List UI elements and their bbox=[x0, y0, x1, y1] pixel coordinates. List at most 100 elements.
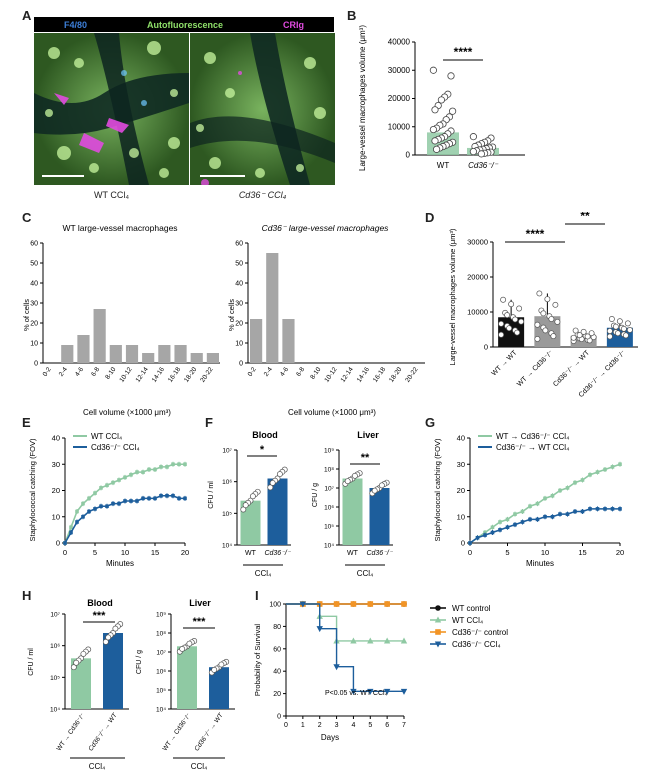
chart-c-right-ylabel: % of cells bbox=[227, 299, 236, 331]
chart-d-point bbox=[542, 327, 549, 334]
chart-d-point bbox=[616, 318, 623, 325]
chart-e-xtick-label: 10 bbox=[121, 548, 129, 557]
chart-h-liver-point bbox=[211, 666, 218, 673]
chart-g-xtick-label: 0 bbox=[468, 548, 472, 557]
chart-h-blood-ytick-label: 10⁶ bbox=[50, 643, 60, 650]
chart-d-point bbox=[512, 316, 519, 323]
chart-d-ylabel: Large-vessel macrophages volume (μm³) bbox=[448, 228, 457, 365]
micrograph-cd36 bbox=[190, 33, 335, 185]
chart-f-blood-ytick-label: 10⁷ bbox=[222, 448, 232, 455]
chart-h: Blood Liver CFU / ml CFU / g 10⁴ 10⁵ 10⁶ 10… bbox=[28, 598, 235, 771]
chart-g-point bbox=[565, 486, 570, 490]
chart-h-blood-ylabel: CFU / ml bbox=[28, 648, 35, 676]
chart-c-left-xtick-label: 6-8 bbox=[90, 366, 101, 378]
chart-d-sig1: **** bbox=[526, 227, 545, 241]
chart-c-right-ytick-label: 50 bbox=[235, 261, 243, 268]
chart-g-point bbox=[543, 496, 547, 501]
chart-e-xtick-label: 15 bbox=[151, 548, 159, 557]
micrograph-cd36-image bbox=[190, 33, 335, 185]
chart-e-point bbox=[63, 541, 67, 545]
chart-d-point bbox=[576, 332, 583, 339]
chart-d-xtick-label: WT → WT bbox=[491, 349, 519, 377]
chart-f-liver-xtick-label: Cd36⁻/⁻ bbox=[366, 550, 393, 557]
chart-h-liver-sig: *** bbox=[193, 616, 207, 628]
chart-d-point bbox=[614, 330, 621, 337]
chart-b-point bbox=[429, 125, 438, 134]
chart-d-point bbox=[612, 323, 619, 330]
chart-i-note: P<0.05 vs. WT CCl₄ bbox=[325, 690, 388, 697]
chart-c-left-xtick-label: 2-4 bbox=[58, 366, 69, 378]
chart-c-right-ytick-label: 40 bbox=[235, 281, 243, 288]
chart-e-point bbox=[117, 501, 121, 506]
chart-c-right-xtick-label: 12-14 bbox=[340, 366, 355, 384]
chart-e-point bbox=[75, 520, 79, 524]
chart-f-blood-bar bbox=[240, 500, 261, 545]
chart-d-sig2: ** bbox=[580, 212, 590, 223]
chart-d-point bbox=[498, 331, 505, 338]
chart-g-point bbox=[580, 478, 585, 482]
chart-d-point bbox=[620, 325, 627, 332]
chart-i: Probability of Survival 0 20 40 60 80 100 0 1 2 3… bbox=[253, 600, 508, 742]
chart-d-point bbox=[606, 328, 613, 334]
chart-h-liver-point bbox=[179, 646, 186, 652]
chart-e: Staphylococcal catching (FOV) 0102030400… bbox=[28, 432, 189, 568]
chart-h-blood-point bbox=[105, 634, 112, 641]
chart-c-left-xtick-label: 0-2 bbox=[42, 366, 53, 378]
chart-i-series-line bbox=[286, 603, 404, 693]
chart-f-blood-ytick-label: 10⁶ bbox=[222, 479, 232, 486]
chart-i-xtick-label: 6 bbox=[385, 722, 389, 729]
chart-h-blood-point bbox=[102, 638, 109, 645]
chart-g-point bbox=[505, 517, 510, 522]
chart-g-point bbox=[475, 535, 480, 540]
chart-b-ytick-label: 20000 bbox=[388, 94, 411, 103]
chart-d-xtick-label: Cd36⁻/⁻ → WT bbox=[552, 349, 591, 388]
chart-c-right: Cd36⁻ large-vessel macrophages % of cell… bbox=[227, 223, 425, 417]
chart-i-point bbox=[434, 641, 442, 648]
chart-c-right-ytick-label: 20 bbox=[235, 321, 243, 328]
chart-c-left-bar bbox=[125, 345, 139, 363]
chart-c-right-ytick-label: 30 bbox=[235, 301, 243, 308]
chart-e-ytick-label: 0 bbox=[56, 539, 60, 548]
chart-c-right-bar bbox=[266, 253, 279, 363]
chart-f-liver-ytick-label: 10⁴ bbox=[324, 543, 334, 550]
chart-c-left-xtick-label: 8-10 bbox=[104, 366, 117, 381]
chart-c-left-bar bbox=[77, 335, 90, 363]
chart-f-liver-ytick-label: 10⁷ bbox=[324, 486, 334, 493]
chart-d-point bbox=[584, 333, 591, 340]
chart-f-liver-ytick-label: 10⁵ bbox=[324, 524, 334, 531]
chart-e-point bbox=[165, 493, 169, 498]
chart-e-point bbox=[171, 493, 175, 498]
panel-label-d: D bbox=[425, 210, 435, 225]
chart-g-point bbox=[603, 467, 607, 472]
chart-c-right-ytick-label: 10 bbox=[235, 341, 243, 348]
chart-e-point bbox=[153, 467, 157, 472]
chart-e-point bbox=[87, 509, 91, 514]
chart-b-point bbox=[437, 96, 446, 104]
chart-h-blood-point bbox=[73, 659, 80, 666]
chart-g-xtick-label: 5 bbox=[505, 548, 509, 557]
chart-e-point bbox=[123, 499, 127, 503]
chart-i-point bbox=[350, 637, 357, 644]
chart-g-ytick-label: 0 bbox=[461, 539, 465, 548]
chart-i-point bbox=[350, 601, 357, 607]
chart-f-blood-point bbox=[240, 506, 247, 513]
chart-g-point bbox=[498, 528, 502, 532]
chart-f-liver-point bbox=[344, 478, 351, 485]
chart-b-ytick-label: 10000 bbox=[388, 122, 411, 131]
chart-c-left-bar bbox=[109, 345, 122, 363]
chart-d: Large-vessel macrophages volume (μm³) 0 1… bbox=[448, 212, 638, 399]
chart-g-point bbox=[543, 514, 547, 519]
chart-h-blood-ytick-label: 10⁵ bbox=[50, 675, 60, 682]
chart-f-blood-marks: WT Cd36⁻/⁻ bbox=[240, 466, 292, 557]
chart-f-liver-bar bbox=[342, 478, 363, 545]
chart-f-liver-ylabel: CFU / g bbox=[312, 483, 319, 507]
chart-i-xtick-label: 4 bbox=[351, 722, 355, 729]
panel-label-i: I bbox=[255, 588, 259, 603]
chart-d-bar bbox=[570, 335, 597, 347]
caption-cd36-ccl4: Cd36⁻ CCl₄ bbox=[238, 190, 287, 200]
caption-wt-ccl4: WT CCl₄ bbox=[93, 190, 129, 200]
chart-h-liver-ytick-label: 10⁶ bbox=[156, 669, 166, 676]
panel-label-f: F bbox=[205, 415, 213, 430]
chart-i-xlabel: Days bbox=[321, 733, 339, 742]
